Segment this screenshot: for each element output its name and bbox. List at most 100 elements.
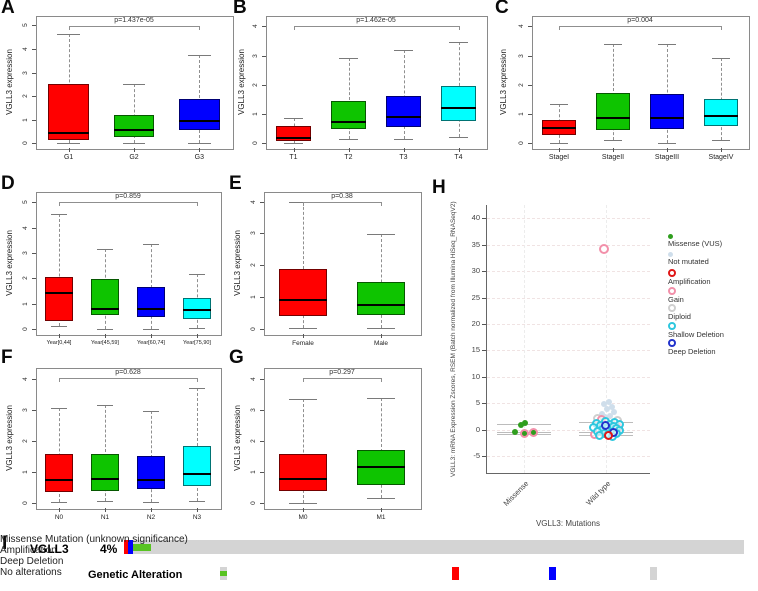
y-tick-mark [528,26,532,28]
whisker-cap-high [289,201,317,203]
y-tick-mark [482,376,486,378]
x-tick-label: Year[0,44] [46,340,72,346]
median-line [90,478,120,481]
legend-item-missense: Missense (VUS) [668,234,758,248]
x-tick-label: T1 [289,154,298,161]
bracket-end-left [59,202,60,206]
box-N1 [90,454,120,491]
median-line [179,120,220,123]
bracket-end-right [199,26,201,30]
whisker-cap-high [448,42,469,44]
whisker-cap-low [189,500,205,502]
boxplot-panel-D: D VGLL3 expression 0 1 2 3 4 5 Year[0,44] Year[45… [0,173,228,350]
whisker-Year[60,74] [151,243,152,329]
x-axis-spine [486,473,650,474]
x-tick-mark [667,148,668,152]
y-tick-mark [32,503,36,505]
grid-line-h [487,429,650,431]
alteration-track [124,540,744,554]
y-tick-label: 2 [250,263,257,268]
y-tick-mark [482,456,486,458]
grid-line-h [487,350,650,352]
median-line [356,304,406,307]
median-line [278,477,328,480]
y-tick-label: 1 [22,301,29,306]
x-tick-mark [613,148,614,152]
scatter-point-missense [512,428,518,435]
legend-item-label: Amplification [668,277,711,286]
genetic-alteration-title: Genetic Alteration [88,569,183,581]
x-tick-mark [458,148,460,152]
x-tick-label: G3 [194,154,204,161]
bracket-end-right [458,26,460,30]
scatter-panel-H: H VGLL3: mRNA Expression Zscores, RSEM (B… [428,178,758,546]
y-tick-label: 1 [252,112,259,116]
whisker-M1 [381,398,382,498]
y-tick-mark [32,328,36,330]
whisker-G2 [134,83,135,144]
whisker-cap-high [657,44,677,46]
x-tick-label: Year[60,74] [137,340,165,346]
scatter-point-not_mutated [601,401,607,408]
y-tick-label: 0 [250,501,257,505]
box-T3 [386,95,421,128]
significance-bracket [59,378,197,379]
amplification-legend-icon [452,567,459,580]
missense-band [220,571,227,576]
grid-line-v [606,205,607,473]
x-tick-label: N2 [146,514,156,521]
whisker-cap-low [289,328,317,330]
x-tick-mark [199,148,201,152]
significance-bracket [303,202,381,203]
p-value-label: p=0.38 [331,193,353,200]
significance-bracket [559,26,721,27]
whisker-cap-low [51,502,67,504]
x-tick-label: N3 [192,514,202,521]
bracket-end-right [721,26,722,30]
box-Year[60,74] [136,287,166,317]
oncoprint-legend-label: Amplification [0,545,57,556]
y-tick-mark [262,114,266,116]
x-tick-label: T2 [344,154,353,161]
oncoprint-legend-label: Deep Deletion [0,556,64,567]
x-tick-label: StageII [601,154,625,161]
y-tick-mark [32,119,36,121]
whisker-Year[0,44] [59,213,60,327]
panel-letter-C: C [495,0,509,18]
x-tick-label: Female [292,340,314,347]
panel-letter-D: D [1,173,15,194]
y-tick-label: 1 [250,470,257,474]
y-tick-label: 10 [471,371,480,381]
median-line [136,478,166,481]
missense-mutation-legend-icon [220,567,227,580]
whisker-cap-low [393,138,414,140]
x-tick-mark [381,334,382,338]
grid-line-h [487,271,650,273]
deep-deletion-legend-icon [549,567,556,580]
y-tick-mark [260,265,264,267]
x-tick-label: N0 [54,514,64,521]
y-tick-mark [32,252,36,254]
y-tick-label: 30 [471,266,480,276]
alteration-segment [133,543,151,551]
y-tick-mark [482,429,486,431]
y-tick-label: 4 [22,225,29,230]
y-tick-label: 3 [250,231,257,236]
not_mutated-legend-icon [668,251,673,257]
y-axis-label: VGLL3: mRNA Expression Zscores, RSEM (Ba… [450,201,457,477]
y-tick-mark [260,233,264,235]
x-tick-label: Male [373,340,389,347]
boxplot-panel-G: G VGLL3 expression 0 1 2 3 4 M0 M1 p=0.297 [228,348,430,534]
grid-line-h [487,403,650,405]
y-tick-mark [32,471,36,473]
x-tick-mark [303,508,304,512]
x-tick-mark [197,334,198,338]
whisker-StageII [613,43,614,141]
y-tick-label: 2 [22,439,29,443]
bracket-end-right [381,202,382,206]
x-axis-title: VGLL3: Mutations [535,519,601,528]
box-T2 [331,100,366,129]
box-Male [356,281,406,315]
box-Female [278,269,328,316]
